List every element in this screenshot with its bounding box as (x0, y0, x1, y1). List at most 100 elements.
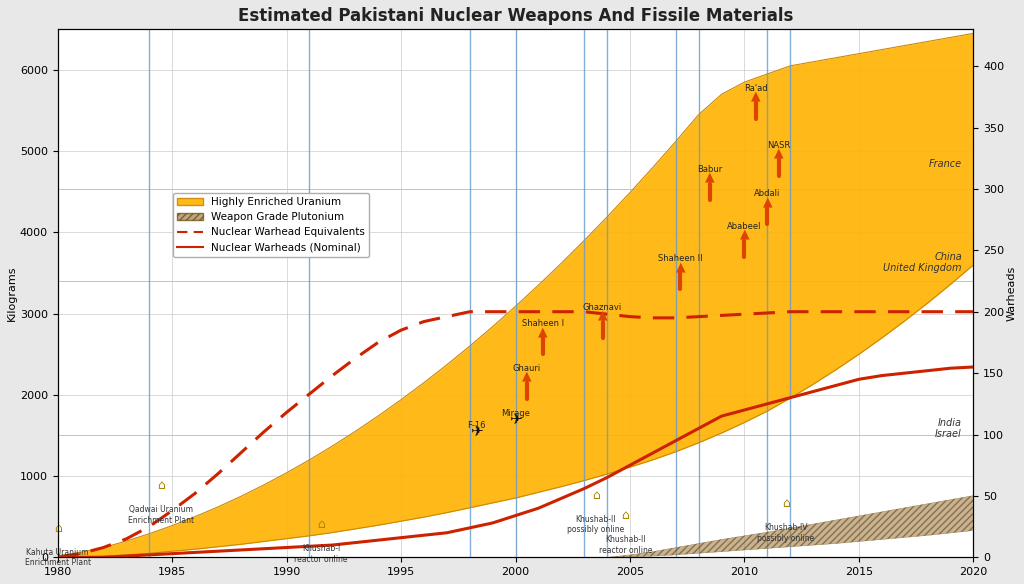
Nuclear Warhead Equivalents (944, 308, 956, 315)
Text: Ababeel: Ababeel (727, 222, 762, 231)
Text: ▲: ▲ (676, 260, 685, 273)
Nuclear Warheads (Nominal) (922, 367, 934, 374)
Nuclear Warheads (Nominal) (509, 512, 521, 519)
Nuclear Warhead Equivalents (166, 507, 178, 514)
Line: Nuclear Warheads (Nominal): Nuclear Warheads (Nominal) (57, 367, 974, 557)
Nuclear Warheads (Nominal) (624, 462, 636, 469)
Nuclear Warhead Equivalents (257, 429, 269, 436)
Nuclear Warhead Equivalents (418, 318, 430, 325)
Text: ▲: ▲ (522, 370, 531, 383)
Nuclear Warhead Equivalents (188, 490, 201, 497)
Nuclear Warheads (Nominal) (143, 551, 156, 558)
Line: Nuclear Warhead Equivalents: Nuclear Warhead Equivalents (57, 312, 974, 557)
Nuclear Warhead Equivalents (968, 308, 980, 315)
Nuclear Warhead Equivalents (784, 308, 797, 315)
Nuclear Warheads (Nominal) (486, 519, 499, 526)
Nuclear Warhead Equivalents (51, 554, 63, 561)
Text: ▲: ▲ (763, 195, 772, 208)
Nuclear Warheads (Nominal) (418, 531, 430, 538)
Nuclear Warhead Equivalents (281, 409, 293, 416)
Nuclear Warhead Equivalents (624, 313, 636, 320)
Nuclear Warheads (Nominal) (944, 365, 956, 372)
Text: NASR: NASR (767, 141, 791, 150)
Text: ⌂: ⌂ (781, 497, 790, 510)
Nuclear Warhead Equivalents (440, 313, 453, 320)
Nuclear Warhead Equivalents (692, 313, 705, 320)
Nuclear Warheads (Nominal) (738, 406, 751, 413)
Nuclear Warhead Equivalents (647, 314, 659, 321)
Title: Estimated Pakistani Nuclear Weapons And Fissile Materials: Estimated Pakistani Nuclear Weapons And … (238, 7, 794, 25)
Nuclear Warheads (Nominal) (281, 544, 293, 551)
Nuclear Warheads (Nominal) (257, 545, 269, 552)
Nuclear Warheads (Nominal) (372, 537, 384, 544)
Nuclear Warhead Equivalents (876, 308, 888, 315)
Text: Mirage: Mirage (501, 409, 530, 418)
Nuclear Warheads (Nominal) (188, 549, 201, 556)
Nuclear Warheads (Nominal) (899, 370, 911, 377)
Text: Khushab-II
reactor online: Khushab-II reactor online (599, 536, 652, 555)
Text: Ghaznavi: Ghaznavi (583, 303, 623, 312)
Text: Khushab-II
possibly online: Khushab-II possibly online (567, 515, 625, 534)
Text: Kahuta Uranium
Enrichment Plant: Kahuta Uranium Enrichment Plant (25, 548, 91, 567)
Nuclear Warhead Equivalents (349, 355, 361, 362)
Nuclear Warhead Equivalents (486, 308, 499, 315)
Legend: Highly Enriched Uranium, Weapon Grade Plutonium, Nuclear Warhead Equivalents, Nu: Highly Enriched Uranium, Weapon Grade Pl… (173, 193, 370, 257)
Nuclear Warheads (Nominal) (303, 543, 315, 550)
Nuclear Warhead Equivalents (97, 544, 110, 551)
Text: ⌂: ⌂ (53, 522, 61, 534)
Text: ✈: ✈ (470, 425, 483, 440)
Text: France: France (929, 159, 962, 169)
Nuclear Warheads (Nominal) (532, 505, 545, 512)
Text: Qadwai Uranium
Enrichment Plant: Qadwai Uranium Enrichment Plant (128, 505, 194, 525)
Nuclear Warheads (Nominal) (876, 372, 888, 379)
Text: China
United Kingdom: China United Kingdom (884, 252, 962, 273)
Nuclear Warhead Equivalents (578, 308, 590, 315)
Nuclear Warheads (Nominal) (692, 425, 705, 432)
Text: Ra'ad: Ra'ad (744, 84, 768, 93)
Nuclear Warheads (Nominal) (968, 363, 980, 370)
Text: ✈: ✈ (509, 412, 522, 427)
Text: Shaheen II: Shaheen II (658, 254, 702, 263)
Text: Abdali: Abdali (754, 189, 780, 198)
Nuclear Warhead Equivalents (303, 391, 315, 398)
Nuclear Warheads (Nominal) (784, 394, 797, 401)
Nuclear Warhead Equivalents (853, 308, 865, 315)
Text: ⌂: ⌂ (622, 509, 630, 523)
Nuclear Warheads (Nominal) (349, 539, 361, 546)
Nuclear Warhead Equivalents (327, 372, 339, 379)
Nuclear Warhead Equivalents (829, 308, 842, 315)
Nuclear Warhead Equivalents (212, 470, 224, 477)
Nuclear Warhead Equivalents (532, 308, 545, 315)
Nuclear Warhead Equivalents (807, 308, 819, 315)
Text: ▲: ▲ (598, 309, 607, 322)
Nuclear Warhead Equivalents (716, 312, 728, 319)
Y-axis label: Warheads: Warheads (1007, 266, 1017, 321)
Nuclear Warheads (Nominal) (440, 529, 453, 536)
Nuclear Warheads (Nominal) (647, 450, 659, 457)
Nuclear Warheads (Nominal) (395, 534, 408, 541)
Nuclear Warheads (Nominal) (464, 524, 476, 531)
Nuclear Warhead Equivalents (234, 450, 247, 457)
Text: ▲: ▲ (539, 325, 548, 338)
Nuclear Warheads (Nominal) (234, 547, 247, 554)
Nuclear Warheads (Nominal) (327, 541, 339, 548)
Nuclear Warheads (Nominal) (761, 400, 773, 407)
Nuclear Warhead Equivalents (509, 308, 521, 315)
Text: Shaheen I: Shaheen I (522, 319, 564, 328)
Nuclear Warheads (Nominal) (555, 495, 567, 502)
Text: ⌂: ⌂ (317, 519, 325, 531)
Text: ⌂: ⌂ (592, 489, 600, 502)
Nuclear Warheads (Nominal) (97, 554, 110, 561)
Nuclear Warheads (Nominal) (716, 413, 728, 420)
Y-axis label: Kilograms: Kilograms (7, 266, 17, 321)
Nuclear Warheads (Nominal) (807, 388, 819, 395)
Nuclear Warhead Equivalents (120, 536, 132, 543)
Text: ▲: ▲ (739, 228, 750, 241)
Nuclear Warhead Equivalents (372, 339, 384, 346)
Nuclear Warhead Equivalents (555, 308, 567, 315)
Text: ▲: ▲ (706, 171, 715, 183)
Text: Babur: Babur (697, 165, 723, 174)
Nuclear Warhead Equivalents (395, 326, 408, 333)
Nuclear Warhead Equivalents (738, 311, 751, 318)
Text: ▲: ▲ (774, 146, 783, 159)
